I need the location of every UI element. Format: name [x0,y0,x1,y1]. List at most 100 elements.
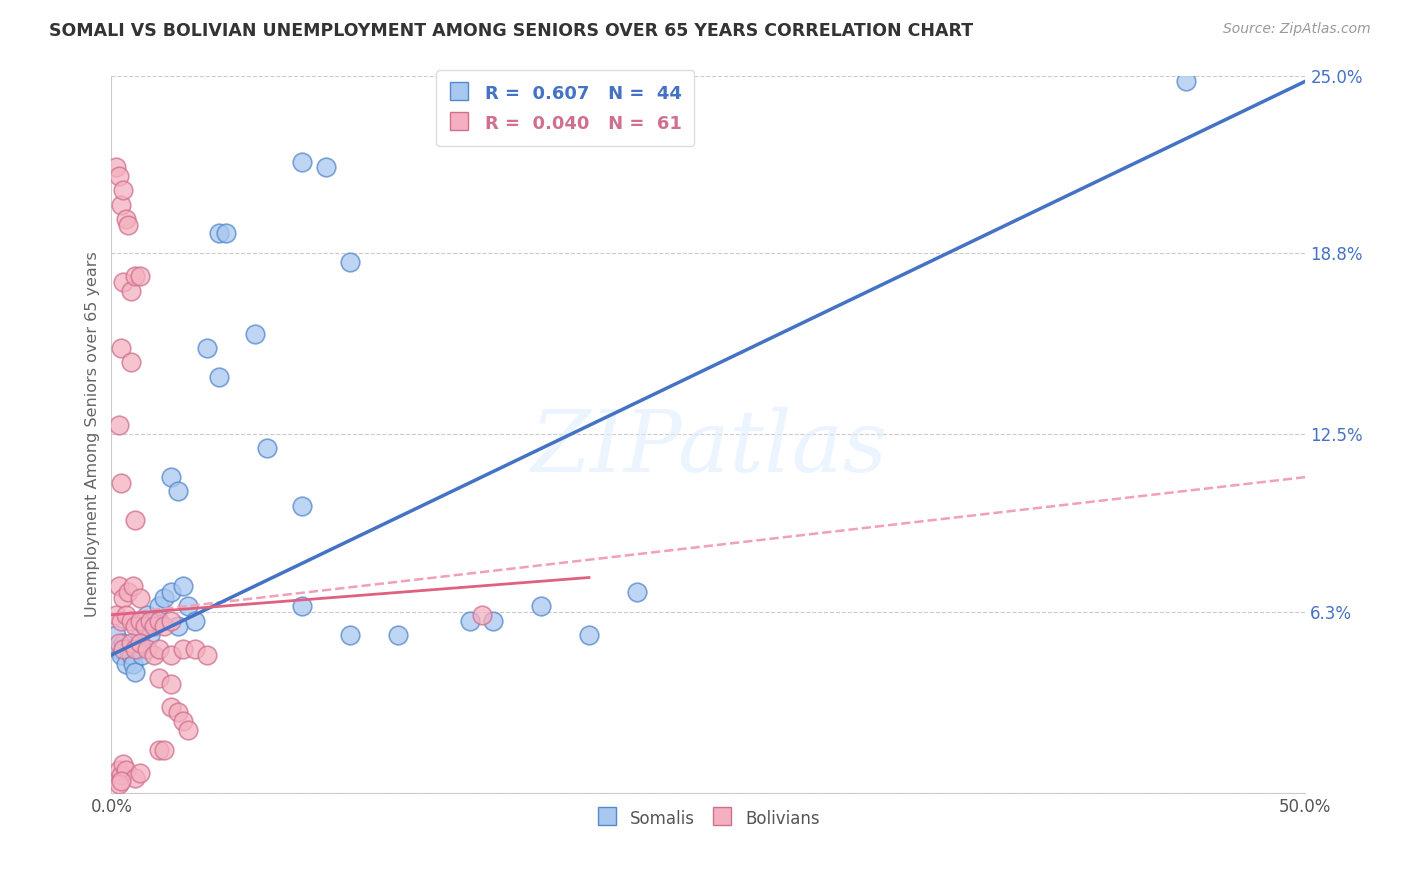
Point [208,227,231,241]
Point [148,614,170,628]
Point [124,642,146,657]
Point [143,614,166,628]
Point [112,275,135,289]
Point [172,642,194,657]
Point [107,763,129,777]
Point [153,742,176,756]
Point [110,475,132,490]
Point [530,599,553,614]
Point [291,499,314,513]
Point [114,657,136,671]
Point [172,714,194,728]
Point [114,607,136,622]
Point [136,607,159,622]
Point [177,723,200,737]
Point [120,614,142,628]
Point [124,772,146,786]
Text: Source: ZipAtlas.com: Source: ZipAtlas.com [1223,22,1371,37]
Point [112,642,135,657]
Point [291,154,314,169]
Point [120,636,142,650]
Point [470,607,492,622]
Point [117,218,139,232]
Point [124,665,146,680]
Point [160,676,183,690]
Point [105,628,128,642]
Point [122,657,145,671]
Point [195,341,218,355]
Point [208,369,231,384]
Point [1175,74,1198,88]
Text: SOMALI VS BOLIVIAN UNEMPLOYMENT AMONG SENIORS OVER 65 YEARS CORRELATION CHART: SOMALI VS BOLIVIAN UNEMPLOYMENT AMONG SE… [49,22,973,40]
Point [167,484,190,499]
Point [256,442,278,456]
Point [167,619,190,633]
Legend: Somalis, Bolivians: Somalis, Bolivians [591,802,827,835]
Point [134,619,156,633]
Point [148,642,170,657]
Point [112,756,135,771]
Point [105,607,128,622]
Point [143,619,166,633]
Point [578,628,600,642]
Point [129,591,152,605]
Point [315,161,337,175]
Point [177,599,200,614]
Point [110,341,132,355]
Point [215,227,238,241]
Point [138,614,160,628]
Point [184,614,207,628]
Point [138,628,160,642]
Point [112,183,135,197]
Point [160,648,183,662]
Point [117,585,139,599]
Point [107,579,129,593]
Point [107,642,129,657]
Point [129,636,152,650]
Point [110,197,132,211]
Point [129,614,152,628]
Point [105,161,128,175]
Point [160,614,183,628]
Point [112,636,135,650]
Point [114,211,136,226]
Point [124,619,146,633]
Point [291,599,314,614]
Point [129,765,152,780]
Text: ZIPatlas: ZIPatlas [530,407,887,490]
Point [626,585,648,599]
Point [129,628,152,642]
Point [172,579,194,593]
Point [120,355,142,369]
Point [107,777,129,791]
Point [148,671,170,685]
Point [120,284,142,298]
Point [184,642,207,657]
Point [127,642,149,657]
Point [167,706,190,720]
Point [107,169,129,183]
Point [339,255,361,269]
Point [110,648,132,662]
Point [136,642,159,657]
Point [117,642,139,657]
Point [153,591,176,605]
Point [148,599,170,614]
Point [110,768,132,782]
Point [131,648,153,662]
Point [458,614,481,628]
Point [134,619,156,633]
Point [114,763,136,777]
Point [153,619,176,633]
Point [160,470,183,484]
Y-axis label: Unemployment Among Seniors over 65 years: Unemployment Among Seniors over 65 years [86,252,100,617]
Point [110,614,132,628]
Point [107,636,129,650]
Point [112,591,135,605]
Point [339,628,361,642]
Point [124,513,146,527]
Point [122,579,145,593]
Point [143,648,166,662]
Point [195,648,218,662]
Point [124,269,146,284]
